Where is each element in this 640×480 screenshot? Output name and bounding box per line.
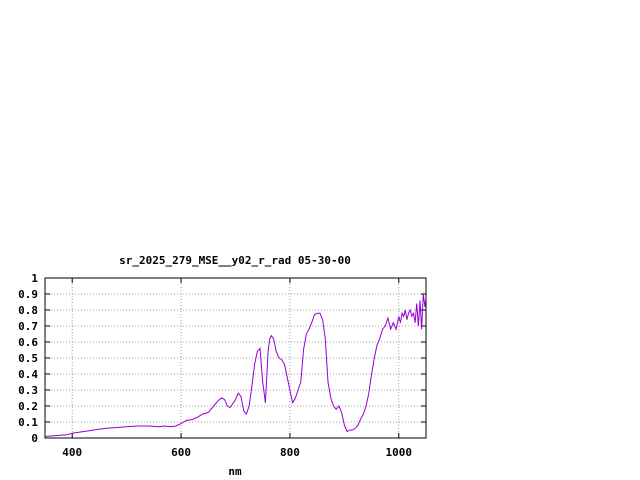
series-line: [44, 293, 427, 437]
y-tick-label: 0.2: [18, 400, 38, 413]
y-tick-label: 0.5: [18, 352, 38, 365]
tick-label-layer: 0 0.1 0.2 0.3 0.4 0.5 0.6 0.7 0.8 0.9 1 400 600 800 10…: [18, 272, 412, 459]
x-tick-label: 400: [62, 446, 82, 459]
y-tick-label: 0.3: [18, 384, 38, 397]
y-tick-label: 0.8: [18, 304, 38, 317]
y-tick-label: 0.6: [18, 336, 38, 349]
y-tick-label: 0.1: [18, 416, 38, 429]
x-tick-label: 1000: [386, 446, 413, 459]
x-tick-label: 600: [171, 446, 191, 459]
chart-title: sr_2025_279_MSE__y02_r_rad 05-30-00: [119, 254, 351, 267]
y-tick-label: 0: [31, 432, 38, 445]
tick-layer: [45, 277, 426, 439]
y-tick-label: 1: [31, 272, 38, 285]
x-axis-label: nm: [228, 465, 242, 478]
y-tick-label: 0.4: [18, 368, 38, 381]
y-tick-label: 0.9: [18, 288, 38, 301]
x-tick-label: 800: [280, 446, 300, 459]
grid-layer: [45, 278, 426, 438]
y-tick-label: 0.7: [18, 320, 38, 333]
